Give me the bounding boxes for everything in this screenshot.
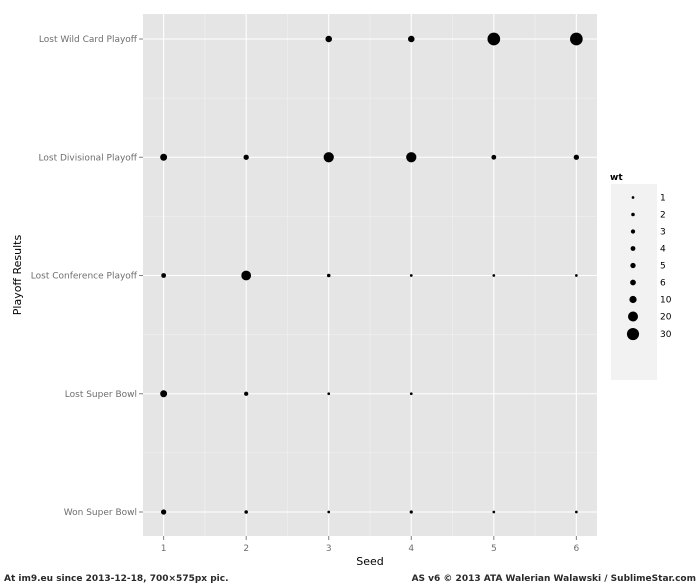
legend-label: 2 xyxy=(660,211,666,221)
data-point xyxy=(406,152,417,163)
data-point xyxy=(326,273,331,278)
legend-entries: 1 2 3 4 5 6 10 20 30 xyxy=(626,194,672,341)
data-point xyxy=(161,273,167,278)
y-tick-label: Lost Wild Card Playoff xyxy=(39,35,138,45)
x-tick-label: 3 xyxy=(326,544,332,554)
legend-label: 10 xyxy=(660,296,672,306)
legend-key xyxy=(631,196,635,199)
chart: 1 2 3 4 5 6 Won Super Bowl Lost Super Bowl Lost… xyxy=(11,14,672,568)
data-point xyxy=(492,510,496,514)
legend-label: 1 xyxy=(660,194,666,204)
x-tick-label: 5 xyxy=(491,544,497,554)
legend-key xyxy=(626,328,640,341)
y-axis-ticks: Won Super Bowl Lost Super Bowl Lost Confer… xyxy=(31,35,143,518)
legend: wt 1 2 3 4 5 6 10 20 30 xyxy=(610,173,672,380)
x-tick-label: 1 xyxy=(161,544,167,554)
data-point xyxy=(409,392,413,396)
data-point xyxy=(409,274,413,277)
y-tick-label: Lost Super Bowl xyxy=(65,390,137,400)
x-tick-label: 6 xyxy=(573,544,579,554)
footer-right-text: AS v6 © 2013 ATA Walerian Walawski / Sub… xyxy=(411,574,696,584)
footer-left-text: At im9.eu since 2013-12-18, 700×575px pi… xyxy=(4,574,229,584)
y-tick-label: Won Super Bowl xyxy=(64,508,137,518)
x-tick-label: 4 xyxy=(408,544,414,554)
x-tick-label: 2 xyxy=(243,544,249,554)
y-tick-label: Lost Divisional Playoff xyxy=(39,153,138,163)
legend-label: 6 xyxy=(660,279,666,289)
data-point xyxy=(160,509,167,515)
data-point xyxy=(160,390,168,398)
legend-key xyxy=(631,212,635,217)
y-axis-title: Playoff Results xyxy=(11,235,24,316)
data-point xyxy=(409,510,413,514)
data-point xyxy=(492,274,496,277)
data-point xyxy=(323,152,334,163)
legend-label: 3 xyxy=(660,228,666,238)
legend-key xyxy=(630,229,636,234)
legend-label: 4 xyxy=(660,245,666,255)
data-point xyxy=(327,510,331,514)
data-point xyxy=(244,510,248,514)
x-axis-title: Seed xyxy=(356,555,384,568)
y-tick-label: Lost Conference Playoff xyxy=(31,272,138,282)
x-axis-ticks: 1 2 3 4 5 6 xyxy=(161,536,579,554)
data-point xyxy=(575,510,578,514)
legend-key xyxy=(630,246,636,251)
data-point xyxy=(491,154,497,160)
data-point xyxy=(573,154,580,160)
legend-key xyxy=(629,295,637,304)
data-point xyxy=(575,274,578,277)
legend-label: 5 xyxy=(660,262,666,272)
data-point xyxy=(243,154,249,160)
legend-key xyxy=(628,311,638,322)
legend-label: 30 xyxy=(660,330,672,340)
data-point xyxy=(160,153,168,161)
data-point xyxy=(487,32,501,46)
data-point xyxy=(570,32,583,46)
image-footer: At im9.eu since 2013-12-18, 700×575px pi… xyxy=(0,572,700,587)
legend-label: 20 xyxy=(660,313,672,323)
data-points xyxy=(160,32,583,515)
data-point xyxy=(244,391,249,396)
data-point xyxy=(327,392,331,396)
legend-key xyxy=(630,279,636,286)
legend-key xyxy=(630,262,636,269)
legend-title: wt xyxy=(610,173,623,183)
data-point xyxy=(325,35,332,43)
data-point xyxy=(408,35,415,43)
data-point xyxy=(241,270,252,281)
